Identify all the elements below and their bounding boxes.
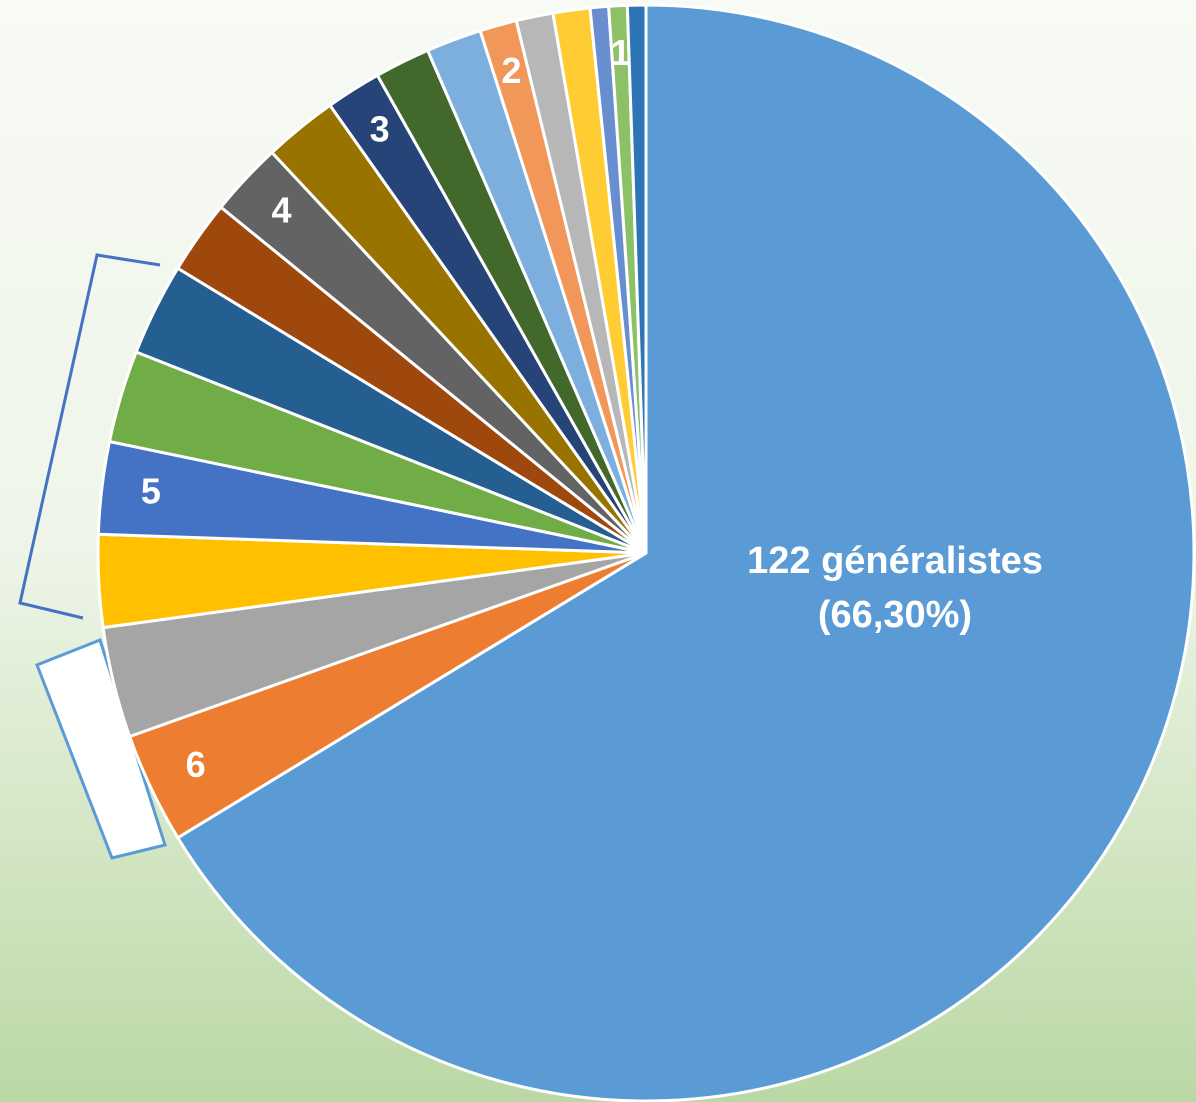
data-label: 4 <box>272 189 292 230</box>
pie-slice <box>625 3 648 554</box>
data-label: 1 <box>610 31 630 72</box>
data-label: 122 généralistes (66,30%) <box>747 540 1043 636</box>
bracket-six <box>35 638 167 860</box>
pie-slice <box>175 3 1196 1102</box>
bracket-five <box>18 253 161 620</box>
data-label: 6 <box>186 744 206 785</box>
data-label: 3 <box>370 108 390 149</box>
data-label: 2 <box>501 49 521 90</box>
pie: 122 généralistes (66,30%) 6 5 4 3 2 1 <box>96 3 1196 1102</box>
data-label: 5 <box>141 470 161 511</box>
